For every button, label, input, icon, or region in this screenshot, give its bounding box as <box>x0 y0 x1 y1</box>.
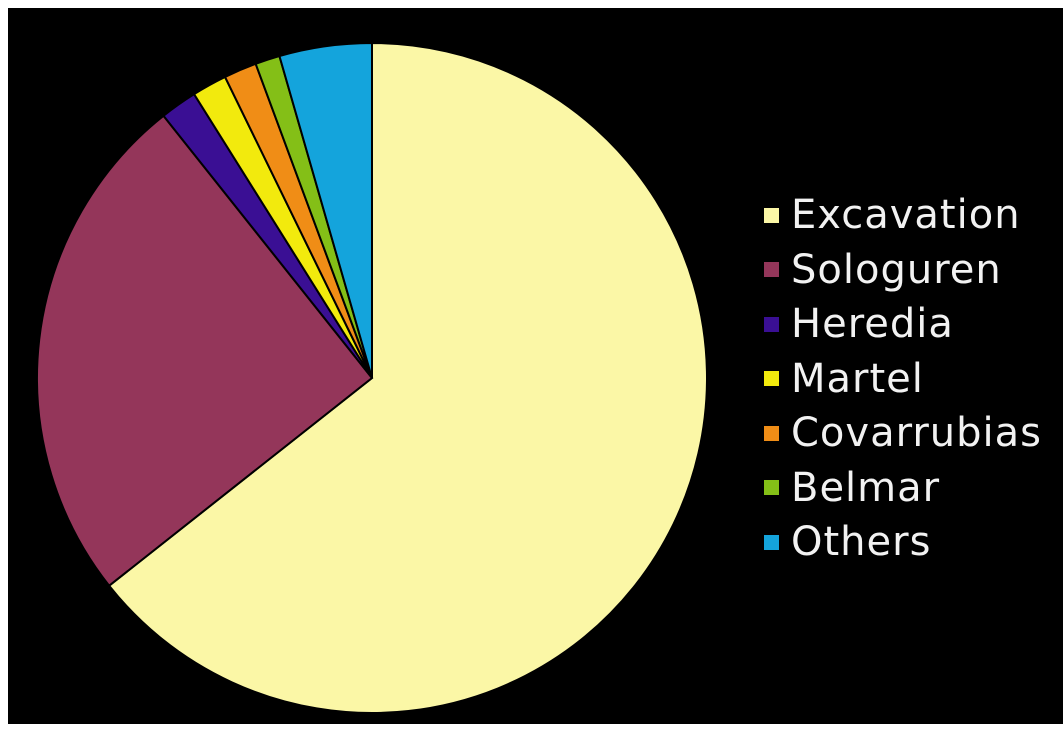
pie-slice-sologuren <box>36 114 374 588</box>
legend-label-sologuren: Sologuren <box>791 246 1002 293</box>
legend-item-martel: Martel <box>764 352 1063 407</box>
legend-swatch-excavation <box>764 207 779 223</box>
pie-slice-excavation <box>107 41 708 714</box>
legend-label-heredia: Heredia <box>791 301 954 348</box>
legend-swatch-martel <box>764 371 779 387</box>
legend-swatch-sologuren <box>764 262 779 278</box>
legend: Excavation Sologuren Heredia Martel Cova… <box>764 188 1063 570</box>
legend-label-covarrubias: Covarrubias <box>791 410 1042 457</box>
legend-swatch-heredia <box>764 316 779 332</box>
chart-canvas: Excavation Sologuren Heredia Martel Cova… <box>8 8 1063 724</box>
legend-label-belmar: Belmar <box>791 464 941 511</box>
legend-item-others: Others <box>764 515 1063 570</box>
legend-item-covarrubias: Covarrubias <box>764 406 1063 461</box>
legend-swatch-belmar <box>764 480 779 496</box>
pie-slices <box>36 41 708 714</box>
legend-swatch-others <box>764 534 779 550</box>
legend-label-excavation: Excavation <box>791 192 1021 239</box>
pie-slice-others <box>278 41 373 379</box>
legend-item-sologuren: Sologuren <box>764 243 1063 298</box>
legend-swatch-covarrubias <box>764 425 779 441</box>
legend-label-martel: Martel <box>791 355 924 402</box>
legend-label-others: Others <box>791 519 932 566</box>
pie-chart <box>36 41 708 714</box>
legend-item-belmar: Belmar <box>764 461 1063 516</box>
legend-item-heredia: Heredia <box>764 297 1063 352</box>
legend-item-excavation: Excavation <box>764 188 1063 243</box>
